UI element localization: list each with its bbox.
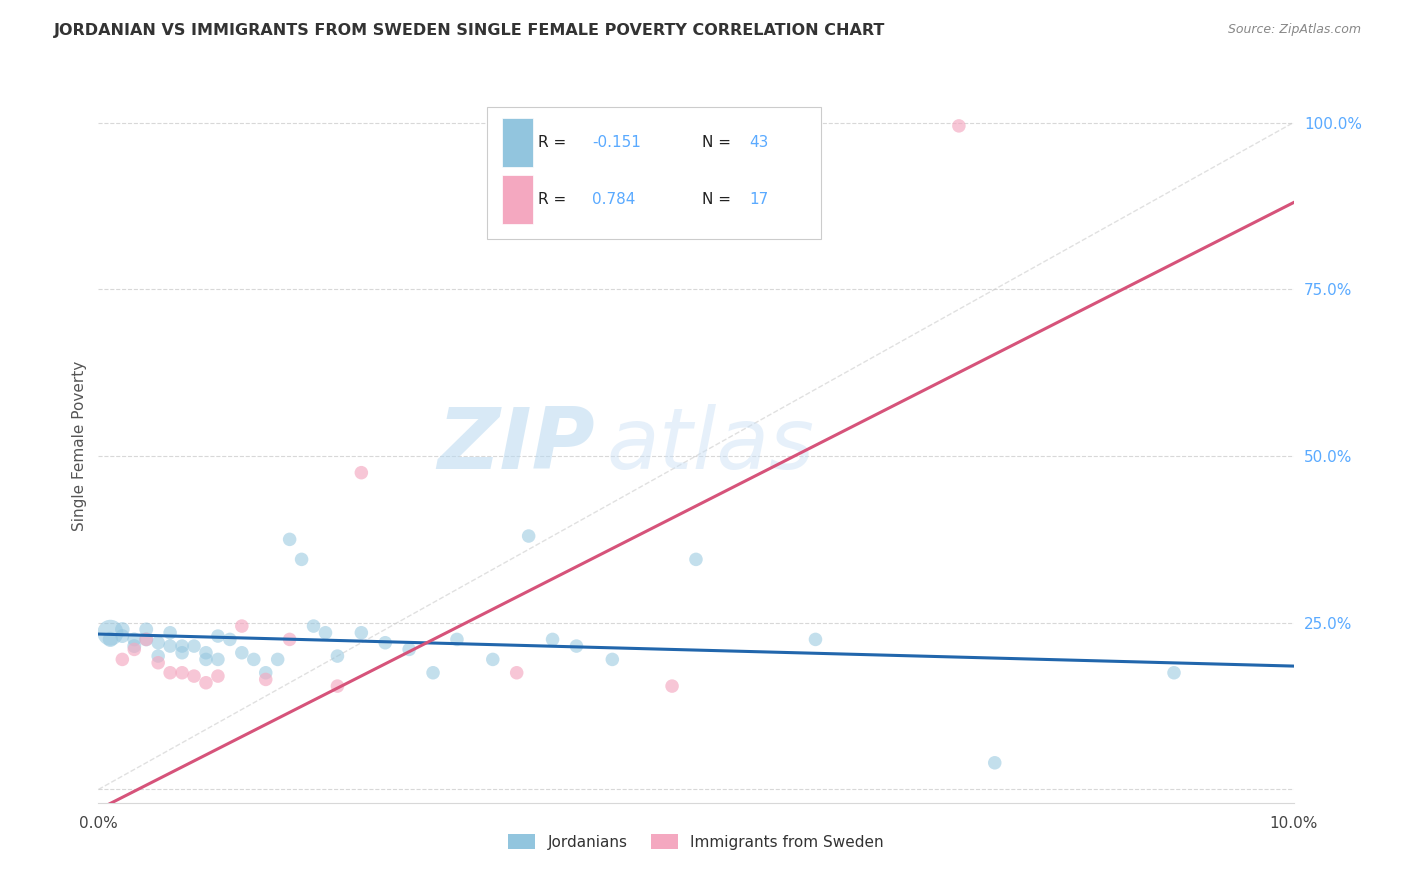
Point <box>183 669 205 683</box>
Point <box>278 632 301 647</box>
Point <box>506 665 529 680</box>
Point <box>195 675 218 690</box>
Point <box>254 673 277 687</box>
Point <box>148 656 170 670</box>
Point <box>219 632 242 647</box>
Point <box>159 625 181 640</box>
Point <box>446 632 468 647</box>
Point <box>374 636 396 650</box>
Point <box>326 649 349 664</box>
Point <box>326 679 349 693</box>
Point <box>517 529 540 543</box>
Point <box>565 639 588 653</box>
Point <box>148 649 170 664</box>
Point <box>172 665 194 680</box>
Point <box>231 646 253 660</box>
Text: ZIP: ZIP <box>437 404 595 488</box>
Point <box>135 623 157 637</box>
Point <box>124 642 146 657</box>
Point <box>267 652 290 666</box>
Point <box>183 639 205 653</box>
Point <box>350 466 373 480</box>
Point <box>207 669 229 683</box>
Text: N =: N = <box>702 136 735 150</box>
Point <box>804 632 827 647</box>
Point <box>602 652 624 666</box>
Point <box>315 625 337 640</box>
Point <box>135 632 157 647</box>
Legend: Jordanians, Immigrants from Sweden: Jordanians, Immigrants from Sweden <box>502 828 890 855</box>
Text: -0.151: -0.151 <box>592 136 641 150</box>
Point <box>231 619 253 633</box>
Point <box>207 629 229 643</box>
Point <box>98 632 122 647</box>
FancyBboxPatch shape <box>502 118 533 168</box>
Point <box>291 552 314 566</box>
Text: 0.784: 0.784 <box>592 193 636 207</box>
Point <box>278 533 301 547</box>
Point <box>482 652 505 666</box>
Text: atlas: atlas <box>606 404 814 488</box>
Point <box>350 625 373 640</box>
Text: R =: R = <box>538 193 571 207</box>
Point <box>661 679 683 693</box>
FancyBboxPatch shape <box>486 107 821 239</box>
Point <box>172 646 194 660</box>
Text: 43: 43 <box>749 136 769 150</box>
Point <box>243 652 266 666</box>
Point <box>135 632 157 647</box>
Point <box>111 652 134 666</box>
Point <box>124 639 146 653</box>
Text: N =: N = <box>702 193 735 207</box>
Point <box>398 642 420 657</box>
Point <box>172 639 194 653</box>
Text: 17: 17 <box>749 193 769 207</box>
Point <box>1163 665 1185 680</box>
Point <box>111 629 134 643</box>
Point <box>195 646 218 660</box>
Point <box>541 632 564 647</box>
Text: JORDANIAN VS IMMIGRANTS FROM SWEDEN SINGLE FEMALE POVERTY CORRELATION CHART: JORDANIAN VS IMMIGRANTS FROM SWEDEN SING… <box>53 23 884 38</box>
Point <box>159 665 181 680</box>
Point <box>124 632 146 647</box>
Point <box>685 552 707 566</box>
Point <box>148 636 170 650</box>
Text: Source: ZipAtlas.com: Source: ZipAtlas.com <box>1227 23 1361 37</box>
Point <box>207 652 229 666</box>
FancyBboxPatch shape <box>502 175 533 225</box>
Point <box>195 652 218 666</box>
Point <box>984 756 1007 770</box>
Text: R =: R = <box>538 136 571 150</box>
Point <box>302 619 325 633</box>
Point <box>98 625 122 640</box>
Y-axis label: Single Female Poverty: Single Female Poverty <box>72 361 87 531</box>
Point <box>948 119 970 133</box>
Point <box>111 623 134 637</box>
Point <box>159 639 181 653</box>
Point <box>422 665 444 680</box>
Point <box>254 665 277 680</box>
